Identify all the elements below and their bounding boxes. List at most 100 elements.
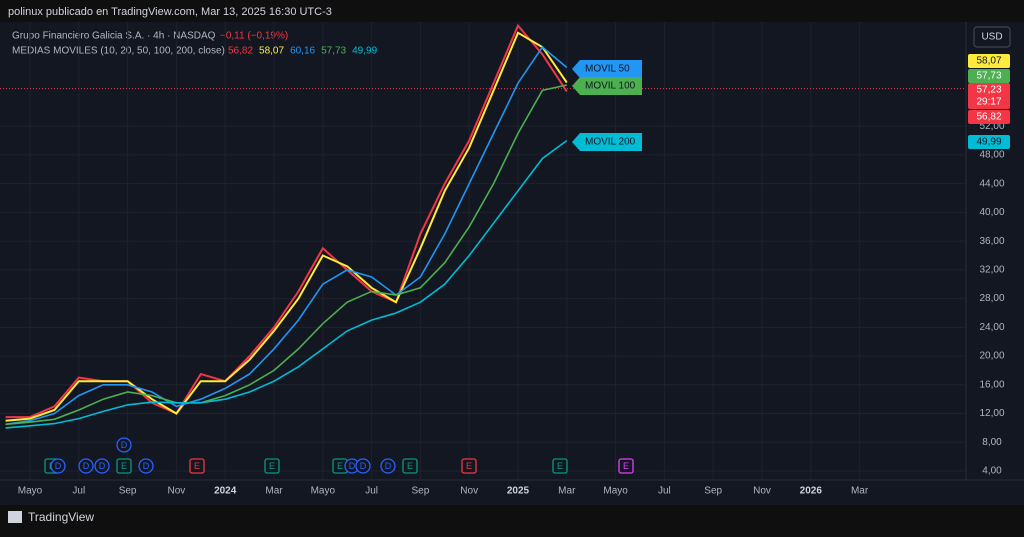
series-flag xyxy=(572,77,642,95)
x-tick-label: 2026 xyxy=(800,486,823,497)
legend-value: 56,82 xyxy=(228,46,253,57)
y-tick-label: 24,00 xyxy=(979,322,1004,333)
chart-panel xyxy=(0,22,1024,505)
event-marker: D xyxy=(138,458,154,474)
event-badge xyxy=(138,458,154,474)
series-name: MOVIL 100 xyxy=(585,81,636,92)
x-tick-label: Sep xyxy=(704,486,722,497)
event-marker: D xyxy=(50,458,66,474)
price-tag xyxy=(968,110,1010,124)
y-tick-label: 12,00 xyxy=(979,408,1004,419)
event-label: D xyxy=(143,461,150,471)
event-marker: D xyxy=(380,458,396,474)
x-tick-label: Mar xyxy=(851,486,869,497)
currency[interactable]: USD xyxy=(981,32,1002,43)
y-tick-label: 48,00 xyxy=(979,150,1004,161)
event-badge xyxy=(189,458,205,474)
grid xyxy=(0,22,966,480)
event-marker: E xyxy=(461,458,477,474)
event-badge xyxy=(264,458,280,474)
logo xyxy=(8,511,22,523)
event-label: E xyxy=(557,461,563,471)
price-tag-label: 58,07 xyxy=(976,56,1001,67)
event-marker: D xyxy=(116,437,132,453)
x-tick-label: Mayo xyxy=(18,486,43,497)
x-tick-label: Jul xyxy=(658,486,671,497)
price-tag xyxy=(968,83,1010,97)
event-marker: D xyxy=(94,458,110,474)
event-badge xyxy=(380,458,396,474)
x-tick-label: Sep xyxy=(412,486,430,497)
currency-box[interactable] xyxy=(973,26,1011,48)
indicator: MEDIAS MOVILES (10, 20, 50, 100, 200, cl… xyxy=(12,46,225,57)
event-label: D xyxy=(55,461,62,471)
price-tag-label: 57,73 xyxy=(976,71,1001,82)
price-tag xyxy=(968,54,1010,68)
event-marker: E xyxy=(402,458,418,474)
event-badge xyxy=(94,458,110,474)
price-tag-label: 29:17 xyxy=(976,97,1001,108)
price-tag-label: 49,99 xyxy=(976,137,1001,148)
ma-line xyxy=(5,84,567,426)
brand: TradingView xyxy=(28,510,94,524)
symbol: Grupo Financiero Galicia S.A. · 4h · NAS… xyxy=(12,31,216,42)
legend-value: 49,99 xyxy=(352,46,377,57)
x-tick-label: Mar xyxy=(558,486,576,497)
y-tick-label: 4,00 xyxy=(982,466,1002,477)
x-tick-label: Mayo xyxy=(311,486,336,497)
x-tick-label: Nov xyxy=(168,486,186,497)
event-marker: E xyxy=(552,458,568,474)
x-tick-label: Sep xyxy=(119,486,137,497)
event-marker: E xyxy=(116,458,132,474)
legend-value: 60,16 xyxy=(290,46,315,57)
event-badge xyxy=(50,458,66,474)
x-tick-label: 2024 xyxy=(214,486,237,497)
event-label: E xyxy=(337,461,343,471)
y-tick-label: 52,00 xyxy=(979,121,1004,132)
price-tag-label: 56,82 xyxy=(976,112,1001,123)
event-marker: D xyxy=(78,458,94,474)
price-tag-label: 57,23 xyxy=(976,85,1001,96)
y-tick-label: 32,00 xyxy=(979,264,1004,275)
event-marker: E xyxy=(189,458,205,474)
legend-value: 58,07 xyxy=(259,46,284,57)
price-tag xyxy=(968,95,1010,109)
event-label: E xyxy=(407,461,413,471)
y-tick-label: 20,00 xyxy=(979,351,1004,362)
x-tick-label: Nov xyxy=(460,486,478,497)
event-label: D xyxy=(349,461,356,471)
series-flag xyxy=(572,133,642,151)
event-label: E xyxy=(194,461,200,471)
x-tick-label: 2025 xyxy=(507,486,530,497)
x-tick-label: Mar xyxy=(265,486,283,497)
price-tag xyxy=(968,135,1010,149)
event-badge xyxy=(78,458,94,474)
event-label: D xyxy=(360,461,367,471)
ma-line xyxy=(5,139,568,429)
price-tag xyxy=(968,69,1010,83)
y-tick-label: 40,00 xyxy=(979,207,1004,218)
event-marker: E xyxy=(264,458,280,474)
x-tick-label: Jul xyxy=(365,486,378,497)
event-label: D xyxy=(385,461,392,471)
event-label: D xyxy=(121,440,128,450)
event-badge xyxy=(116,458,132,474)
event-label: E xyxy=(121,461,127,471)
series-name: MOVIL 50 xyxy=(585,64,630,75)
x-tick-label: Mayo xyxy=(603,486,628,497)
event-label: E xyxy=(269,461,275,471)
x-tick-label: Jul xyxy=(72,486,85,497)
event-marker: E xyxy=(332,458,348,474)
ma-line xyxy=(5,31,568,422)
event-badge xyxy=(618,458,634,474)
x-tick-label: Nov xyxy=(753,486,771,497)
series-flag xyxy=(572,60,642,78)
legend-value: 57,73 xyxy=(321,46,346,57)
y-tick-label: 16,00 xyxy=(979,379,1004,390)
series-name: MOVIL 200 xyxy=(585,137,636,148)
attribution: polinux publicado en TradingView.com, Ma… xyxy=(8,6,332,18)
ma-line xyxy=(5,45,568,426)
event-badge xyxy=(552,458,568,474)
y-tick-label: 44,00 xyxy=(979,178,1004,189)
